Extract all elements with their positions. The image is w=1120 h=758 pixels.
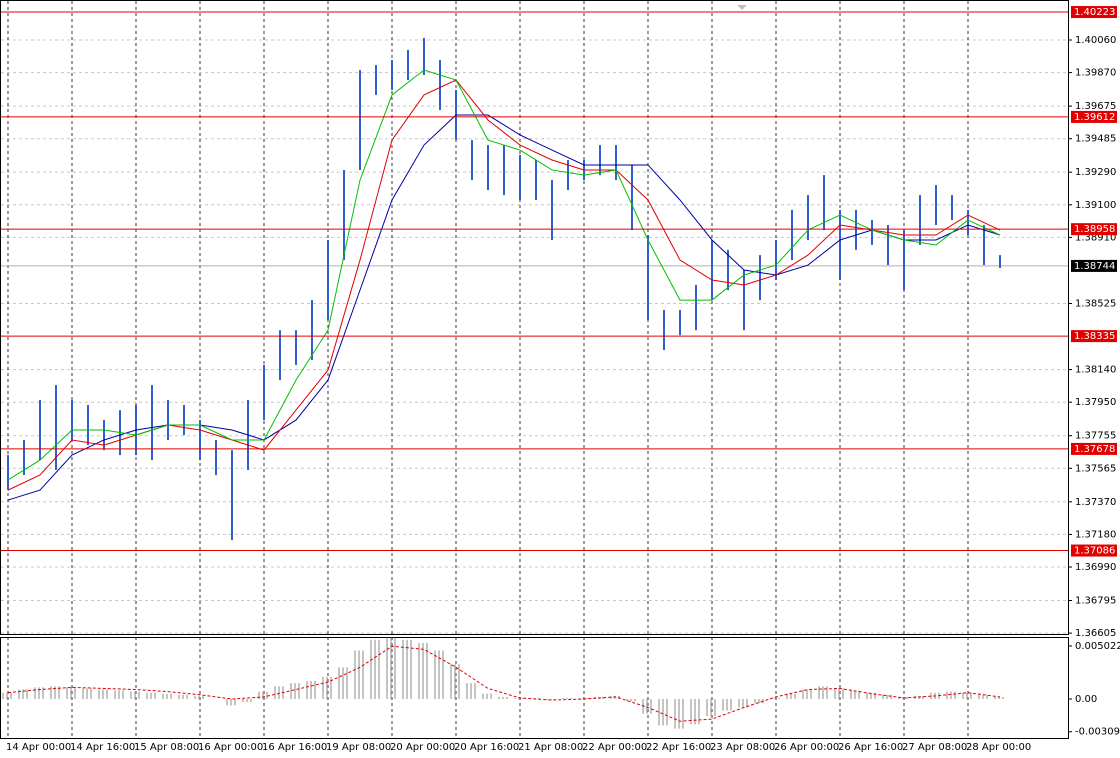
- level-box: [1071, 442, 1117, 455]
- x-tick-label: 22 Apr 16:00: [646, 742, 711, 753]
- x-tick-label: 20 Apr 00:00: [390, 742, 455, 753]
- level-box: [1071, 223, 1117, 236]
- moving-average: [7, 69, 1001, 481]
- y-tick-label: 1.39290: [1075, 167, 1116, 178]
- y-tick-label: 1.36605: [1075, 628, 1116, 639]
- level-label: 1.39612: [1074, 112, 1115, 123]
- x-tick-label: 26 Apr 00:00: [774, 742, 839, 753]
- y-tick-label: 1.38140: [1075, 365, 1116, 376]
- x-tick-label: 22 Apr 00:00: [582, 742, 647, 753]
- x-tick-label: 23 Apr 08:00: [710, 742, 775, 753]
- level-label: 1.38335: [1074, 331, 1115, 342]
- x-tick-label: 15 Apr 08:00: [134, 742, 199, 753]
- y-tick-label: 1.39485: [1075, 134, 1116, 145]
- level-label: 1.37678: [1074, 444, 1115, 455]
- y-tick-label: 1.36990: [1075, 562, 1116, 573]
- x-tick-label: 16 Apr 16:00: [262, 742, 327, 753]
- y-tick-label: 1.36795: [1075, 595, 1116, 606]
- current-price-box: [1071, 259, 1117, 272]
- price-frame: [0, 0, 1069, 635]
- current-price-label: 1.38744: [1074, 261, 1115, 272]
- x-tick-label: 14 Apr 16:00: [70, 742, 135, 753]
- level-box: [1071, 544, 1117, 557]
- y-tick-label: 1.40060: [1075, 35, 1116, 46]
- macd-signal: [7, 645, 1001, 722]
- y-tick-label: 1.37180: [1075, 529, 1116, 540]
- y-tick-label: 1.39100: [1075, 200, 1116, 211]
- level-label: 1.37086: [1074, 546, 1115, 557]
- x-tick-label: 19 Apr 08:00: [326, 742, 391, 753]
- moving-average: [7, 79, 1001, 491]
- level-label: 1.38958: [1074, 224, 1115, 235]
- y-tick-label: 1.37950: [1075, 397, 1116, 408]
- x-tick-label: 26 Apr 16:00: [838, 742, 903, 753]
- x-tick-label: 20 Apr 16:00: [454, 742, 519, 753]
- y-tick-label: 1.39870: [1075, 68, 1116, 79]
- y-tick-label: 1.37565: [1075, 463, 1116, 474]
- level-label: 1.40223: [1074, 7, 1115, 18]
- x-tick-label: 28 Apr 00:00: [966, 742, 1031, 753]
- level-box: [1071, 330, 1117, 343]
- x-tick-label: 27 Apr 08:00: [902, 742, 967, 753]
- level-box: [1071, 110, 1117, 123]
- x-tick-label: 21 Apr 08:00: [518, 742, 583, 753]
- y-tick-label: 1.38910: [1075, 232, 1116, 243]
- y-tick-label: 1.38525: [1075, 299, 1116, 310]
- level-box: [1071, 6, 1117, 19]
- x-tick-label: 14 Apr 00:00: [6, 742, 71, 753]
- y-tick-label: 1.37370: [1075, 497, 1116, 508]
- x-tick-label: 16 Apr 00:00: [198, 742, 263, 753]
- y-tick-label: -0.003096: [1075, 727, 1120, 738]
- y-tick-label: 1.39675: [1075, 101, 1116, 112]
- y-tick-label: 0.00: [1075, 694, 1097, 705]
- y-tick-label: 1.37755: [1075, 431, 1116, 442]
- shift-marker: [737, 5, 747, 10]
- macd-frame: [0, 637, 1069, 739]
- y-tick-label: 0.005022: [1075, 641, 1120, 652]
